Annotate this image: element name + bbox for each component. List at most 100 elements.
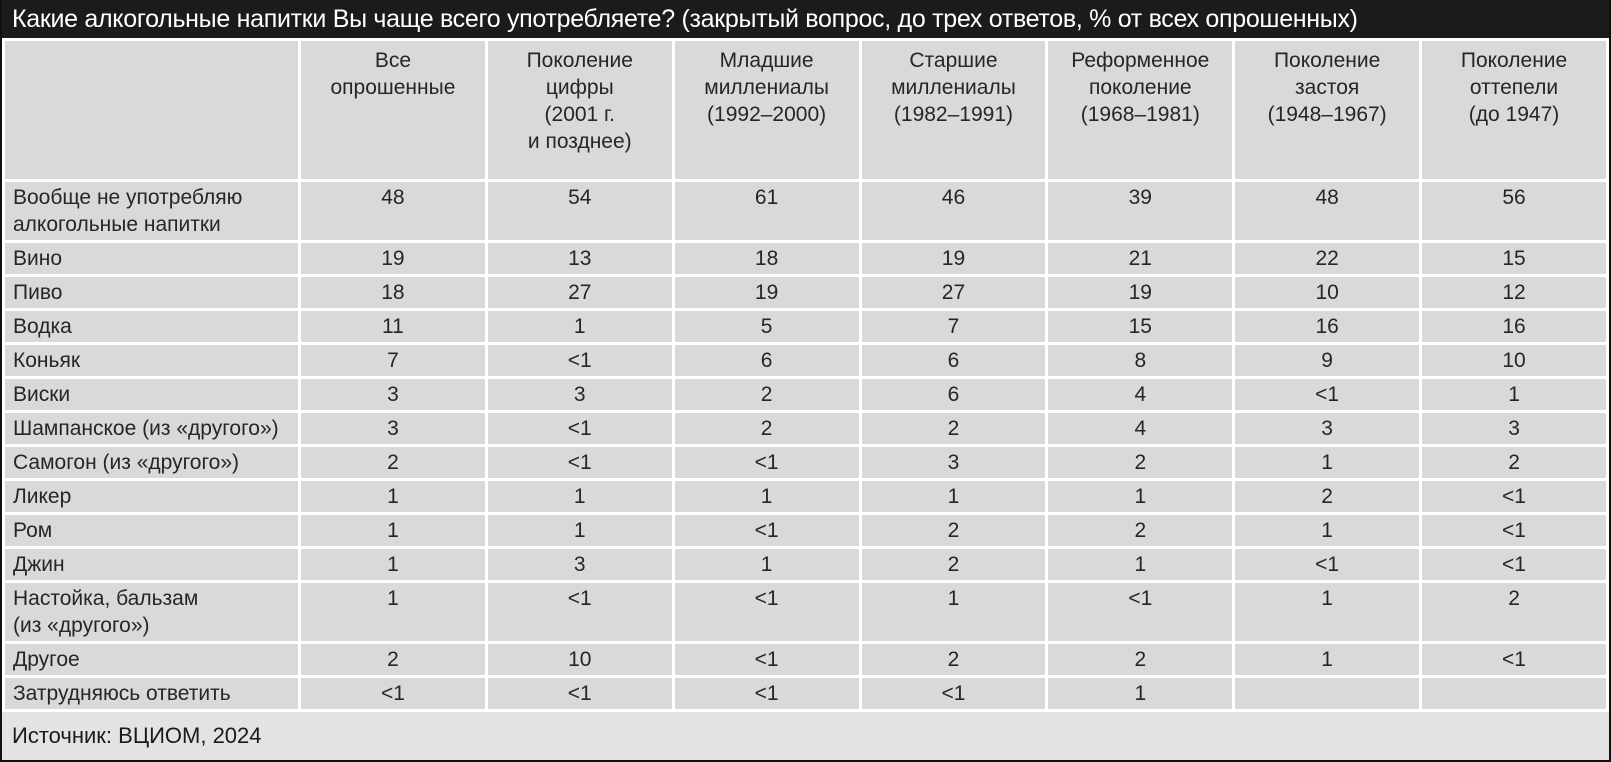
value-cell: 2 xyxy=(1048,515,1233,546)
value-cell: 1 xyxy=(861,583,1046,641)
title-bar: Какие алкогольные напитки Вы чаще всего … xyxy=(2,0,1609,38)
value-cell: 1 xyxy=(301,515,485,546)
value-cell: <1 xyxy=(1422,644,1606,675)
value-cell: 1 xyxy=(301,481,485,512)
value-cell xyxy=(1422,678,1606,709)
table-row: Ликер 1 1 1 1 1 2 <1 xyxy=(5,481,1606,512)
value-cell: 3 xyxy=(861,447,1046,478)
value-cell: 1 xyxy=(1235,515,1420,546)
value-cell: 19 xyxy=(674,277,859,308)
value-cell: 2 xyxy=(1422,583,1606,641)
value-cell: 15 xyxy=(1048,311,1233,342)
value-cell: 6 xyxy=(861,379,1046,410)
value-cell: 1 xyxy=(301,549,485,580)
value-cell: 48 xyxy=(1235,182,1420,240)
value-cell: 2 xyxy=(861,413,1046,444)
value-cell: 3 xyxy=(1422,413,1606,444)
value-cell: <1 xyxy=(674,447,859,478)
value-cell: 2 xyxy=(674,379,859,410)
value-cell: 19 xyxy=(301,243,485,274)
table-row: Коньяк 7 <1 6 6 8 9 10 xyxy=(5,345,1606,376)
row-label: Ликер xyxy=(5,481,298,512)
corner-cell xyxy=(5,41,298,179)
value-cell: <1 xyxy=(674,644,859,675)
column-header: Младшие миллениалы (1992–2000) xyxy=(674,41,859,179)
value-cell: 2 xyxy=(674,413,859,444)
value-cell: 1 xyxy=(674,549,859,580)
value-cell: 4 xyxy=(1048,413,1233,444)
value-cell: <1 xyxy=(301,678,485,709)
value-cell: 1 xyxy=(487,311,672,342)
value-cell: 22 xyxy=(1235,243,1420,274)
value-cell: <1 xyxy=(487,345,672,376)
value-cell: 6 xyxy=(674,345,859,376)
table-row: Ром 1 1 <1 2 2 1 <1 xyxy=(5,515,1606,546)
value-cell: 6 xyxy=(861,345,1046,376)
row-label: Коньяк xyxy=(5,345,298,376)
column-header: Все опрошенные xyxy=(301,41,485,179)
value-cell: <1 xyxy=(487,583,672,641)
value-cell: 13 xyxy=(487,243,672,274)
value-cell: 15 xyxy=(1422,243,1606,274)
value-cell: <1 xyxy=(1235,549,1420,580)
value-cell: 11 xyxy=(301,311,485,342)
value-cell: 2 xyxy=(861,644,1046,675)
value-cell: 4 xyxy=(1048,379,1233,410)
row-label: Самогон (из «другого») xyxy=(5,447,298,478)
table-row: Джин 1 3 1 2 1 <1 <1 xyxy=(5,549,1606,580)
table-row: Водка 11 1 5 7 15 16 16 xyxy=(5,311,1606,342)
value-cell: 1 xyxy=(1048,678,1233,709)
value-cell: 9 xyxy=(1235,345,1420,376)
value-cell: <1 xyxy=(861,678,1046,709)
value-cell: 2 xyxy=(1235,481,1420,512)
value-cell: 54 xyxy=(487,182,672,240)
table-row: Другое 2 10 <1 2 2 1 <1 xyxy=(5,644,1606,675)
value-cell: 1 xyxy=(674,481,859,512)
table-row: Вообще не употребляю алкогольные напитки… xyxy=(5,182,1606,240)
row-label: Шампанское (из «другого») xyxy=(5,413,298,444)
value-cell: 27 xyxy=(861,277,1046,308)
column-header: Поколение цифры (2001 г. и позднее) xyxy=(487,41,672,179)
table-row: Вино 19 13 18 19 21 22 15 xyxy=(5,243,1606,274)
value-cell: <1 xyxy=(674,678,859,709)
value-cell: 5 xyxy=(674,311,859,342)
value-cell: 2 xyxy=(301,644,485,675)
value-cell: 1 xyxy=(1235,644,1420,675)
value-cell: 1 xyxy=(1048,481,1233,512)
value-cell: 3 xyxy=(487,379,672,410)
value-cell: 2 xyxy=(1422,447,1606,478)
value-cell: 2 xyxy=(1048,447,1233,478)
column-header: Поколение застоя (1948–1967) xyxy=(1235,41,1420,179)
row-label: Вино xyxy=(5,243,298,274)
row-label: Настойка, бальзам (из «другого») xyxy=(5,583,298,641)
value-cell: 39 xyxy=(1048,182,1233,240)
value-cell: <1 xyxy=(487,447,672,478)
value-cell: 48 xyxy=(301,182,485,240)
value-cell: 18 xyxy=(674,243,859,274)
column-header: Старшие миллениалы (1982–1991) xyxy=(861,41,1046,179)
value-cell: 27 xyxy=(487,277,672,308)
table-row: Шампанское (из «другого») 3 <1 2 2 4 3 3 xyxy=(5,413,1606,444)
value-cell: 10 xyxy=(1235,277,1420,308)
value-cell: 46 xyxy=(861,182,1046,240)
row-label: Пиво xyxy=(5,277,298,308)
value-cell: 1 xyxy=(1235,447,1420,478)
header-row: Все опрошенные Поколение цифры (2001 г. и… xyxy=(5,41,1606,179)
value-cell: <1 xyxy=(1048,583,1233,641)
value-cell: 7 xyxy=(861,311,1046,342)
value-cell: 2 xyxy=(861,515,1046,546)
value-cell: 8 xyxy=(1048,345,1233,376)
value-cell: 3 xyxy=(301,413,485,444)
value-cell: <1 xyxy=(1235,379,1420,410)
column-header: Поколение оттепели (до 1947) xyxy=(1422,41,1606,179)
value-cell: 3 xyxy=(1235,413,1420,444)
value-cell: 18 xyxy=(301,277,485,308)
source-text: Источник: ВЦИОМ, 2024 xyxy=(12,723,262,748)
page-title: Какие алкогольные напитки Вы чаще всего … xyxy=(12,4,1358,33)
value-cell: 2 xyxy=(1048,644,1233,675)
value-cell: <1 xyxy=(1422,515,1606,546)
row-label: Другое xyxy=(5,644,298,675)
value-cell: 1 xyxy=(1048,549,1233,580)
value-cell: 1 xyxy=(861,481,1046,512)
